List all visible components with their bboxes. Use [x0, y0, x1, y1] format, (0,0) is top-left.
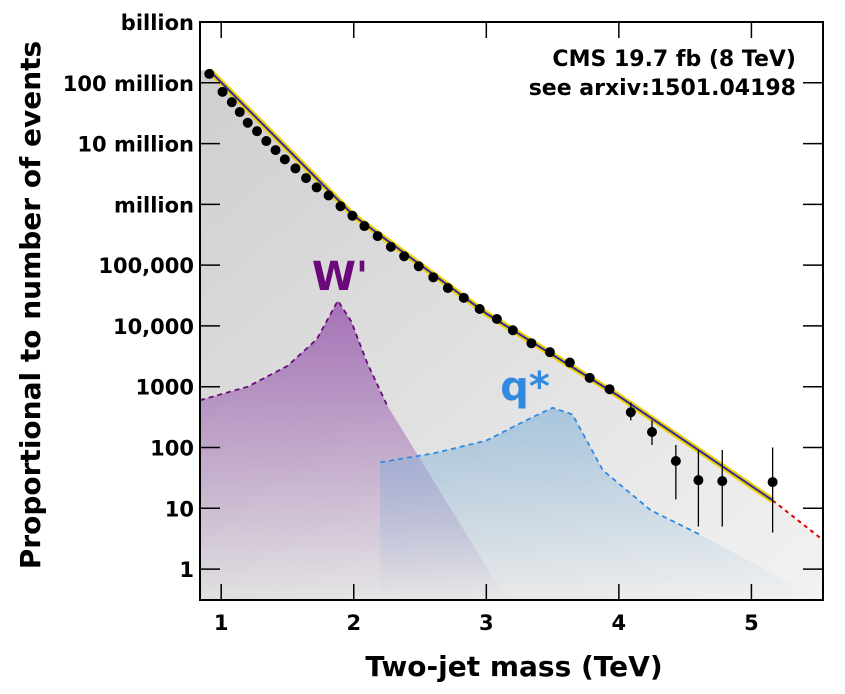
y-tick-label: 10,000 — [113, 315, 194, 339]
signal-line — [200, 298, 388, 406]
x-tick-label: 2 — [346, 611, 361, 635]
data-point — [242, 117, 253, 128]
data-point — [372, 231, 383, 242]
y-tick-label: 1 — [179, 558, 194, 582]
data-point — [347, 210, 358, 221]
signal-line — [380, 406, 702, 537]
data-point — [323, 190, 334, 201]
data-point — [234, 107, 245, 118]
y-tick-label: 10 million — [77, 133, 194, 157]
data-point — [564, 357, 575, 368]
y-tick-label: 100 million — [63, 72, 194, 96]
signal-fill — [380, 407, 822, 600]
data-point — [625, 407, 636, 418]
x-tick-label: 3 — [479, 611, 494, 635]
x-axis-title: Two-jet mass (TeV) — [365, 650, 662, 683]
data-point — [670, 455, 681, 466]
data-point — [604, 384, 615, 395]
signal-label: q* — [500, 364, 550, 410]
y-tick-label: 1000 — [136, 376, 194, 400]
plot-area — [200, 68, 823, 600]
data-point — [261, 136, 272, 147]
data-point — [204, 68, 215, 79]
data-point — [526, 338, 537, 349]
data-point — [442, 283, 453, 294]
y-tick-label: million — [114, 193, 194, 217]
data-point — [385, 241, 396, 252]
data-point — [717, 476, 728, 487]
data-point — [251, 126, 262, 137]
data-point — [217, 86, 228, 97]
signal-label: W' — [312, 254, 368, 300]
data-point — [270, 145, 281, 156]
data-point — [474, 303, 485, 314]
annotation: CMS 19.7 fb (8 TeV) — [552, 47, 796, 72]
frame — [199, 21, 824, 601]
y-tick-label: billion — [121, 11, 194, 35]
data-point — [399, 251, 410, 262]
data-point — [290, 163, 301, 174]
y-tick-label: 10 — [165, 497, 194, 521]
data-point — [458, 292, 469, 303]
data-point — [301, 173, 312, 184]
x-tick-label: 5 — [744, 611, 759, 635]
data-point — [584, 372, 595, 383]
data-point — [413, 261, 424, 272]
fit-extrapolation — [772, 499, 823, 541]
x-tick-label: 1 — [214, 611, 229, 635]
data-point — [226, 97, 237, 108]
y-tick-label: 100 — [150, 437, 194, 461]
data-point — [335, 201, 346, 212]
y-tick-label: 100,000 — [98, 254, 194, 278]
data-point — [544, 347, 555, 358]
data-point — [693, 475, 704, 486]
data-point — [359, 221, 370, 232]
data-point — [311, 182, 322, 193]
data-point — [647, 426, 658, 437]
x-tick-label: 4 — [612, 611, 627, 635]
annotation: see arxiv:1501.04198 — [529, 76, 796, 101]
data-point — [491, 314, 502, 325]
y-axis-title: Proportional to number of events — [14, 41, 47, 569]
data-point — [428, 272, 439, 283]
fit-line — [208, 69, 774, 502]
data-point — [279, 154, 290, 165]
data-point — [507, 325, 518, 336]
data-point — [767, 477, 778, 488]
